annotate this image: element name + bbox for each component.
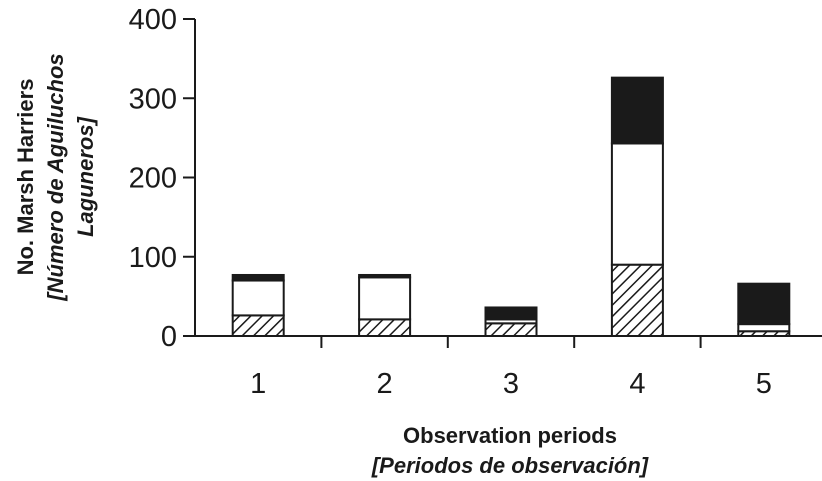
bar-segment-5-series-2: [737, 323, 791, 333]
bar-segment-4-series-3: [610, 76, 664, 145]
x-tick-label: 4: [629, 368, 645, 400]
x-axis: 1 2 3 4 5: [195, 335, 822, 400]
bar-segment-4-series-1: [610, 263, 664, 337]
x-axis-title-line1: Observation periods: [403, 423, 617, 448]
y-axis-title-line1: No. Marsh Harriers: [13, 79, 38, 276]
y-axis: 0 100 200 300 400: [129, 4, 196, 353]
bar-segment-1-series-1: [231, 314, 285, 337]
y-tick-label: 400: [129, 4, 177, 36]
y-tick-label: 100: [129, 242, 177, 274]
bar-segment-2-series-2: [358, 276, 412, 321]
bar-segment-3-series-3: [484, 306, 538, 321]
bar-segment-5-series-3: [737, 282, 791, 326]
y-axis-title: No. Marsh Harriers [Número de Aguiluchos…: [13, 53, 98, 301]
bar-segment-2-series-1: [358, 318, 412, 338]
bar-segment-4-series-2: [610, 142, 664, 266]
bar-segment-1-series-3: [231, 273, 285, 282]
bar-segment-2-series-3: [358, 273, 412, 279]
y-tick-label: 200: [129, 163, 177, 195]
bar-segment-1-series-2: [231, 279, 285, 317]
y-tick-label: 300: [129, 83, 177, 115]
x-tick-label: 5: [756, 368, 772, 400]
x-axis-title: Observation periods [Periodos de observa…: [371, 423, 649, 478]
x-axis-title-line2: [Periodos de observación]: [371, 453, 649, 478]
bar-segment-3-series-1: [484, 322, 538, 338]
y-axis-title-line2: [Número de Aguiluchos: [43, 53, 68, 301]
bars: [231, 76, 791, 338]
y-axis-title-line3: Laguneros]: [73, 116, 98, 236]
x-tick-label: 1: [250, 368, 266, 400]
y-tick-label: 0: [161, 321, 177, 353]
x-tick-label: 3: [503, 368, 519, 400]
x-tick-label: 2: [377, 368, 393, 400]
